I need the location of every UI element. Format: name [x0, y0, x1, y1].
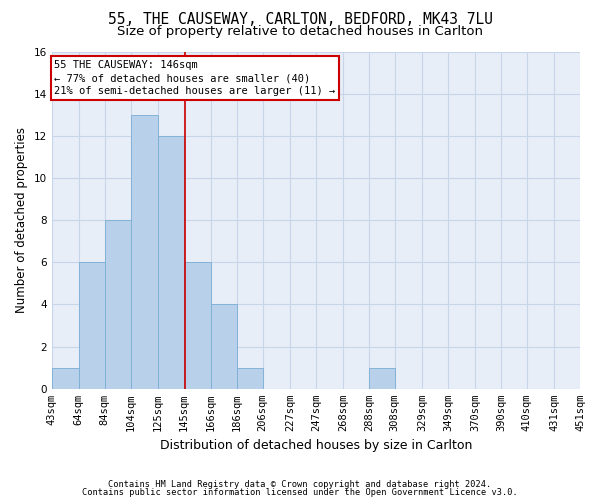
Text: 55 THE CAUSEWAY: 146sqm
← 77% of detached houses are smaller (40)
21% of semi-de: 55 THE CAUSEWAY: 146sqm ← 77% of detache…: [54, 60, 335, 96]
Bar: [237, 368, 263, 389]
Text: Contains HM Land Registry data © Crown copyright and database right 2024.: Contains HM Land Registry data © Crown c…: [109, 480, 491, 489]
Bar: [369, 368, 395, 389]
Bar: [131, 114, 158, 389]
Bar: [79, 262, 105, 389]
Bar: [105, 220, 131, 389]
Text: Size of property relative to detached houses in Carlton: Size of property relative to detached ho…: [117, 25, 483, 38]
Text: 55, THE CAUSEWAY, CARLTON, BEDFORD, MK43 7LU: 55, THE CAUSEWAY, CARLTON, BEDFORD, MK43…: [107, 12, 493, 28]
Bar: [52, 368, 79, 389]
Text: Contains public sector information licensed under the Open Government Licence v3: Contains public sector information licen…: [82, 488, 518, 497]
Bar: [184, 262, 211, 389]
Y-axis label: Number of detached properties: Number of detached properties: [15, 127, 28, 313]
Bar: [158, 136, 184, 389]
Bar: [211, 304, 237, 389]
X-axis label: Distribution of detached houses by size in Carlton: Distribution of detached houses by size …: [160, 440, 472, 452]
